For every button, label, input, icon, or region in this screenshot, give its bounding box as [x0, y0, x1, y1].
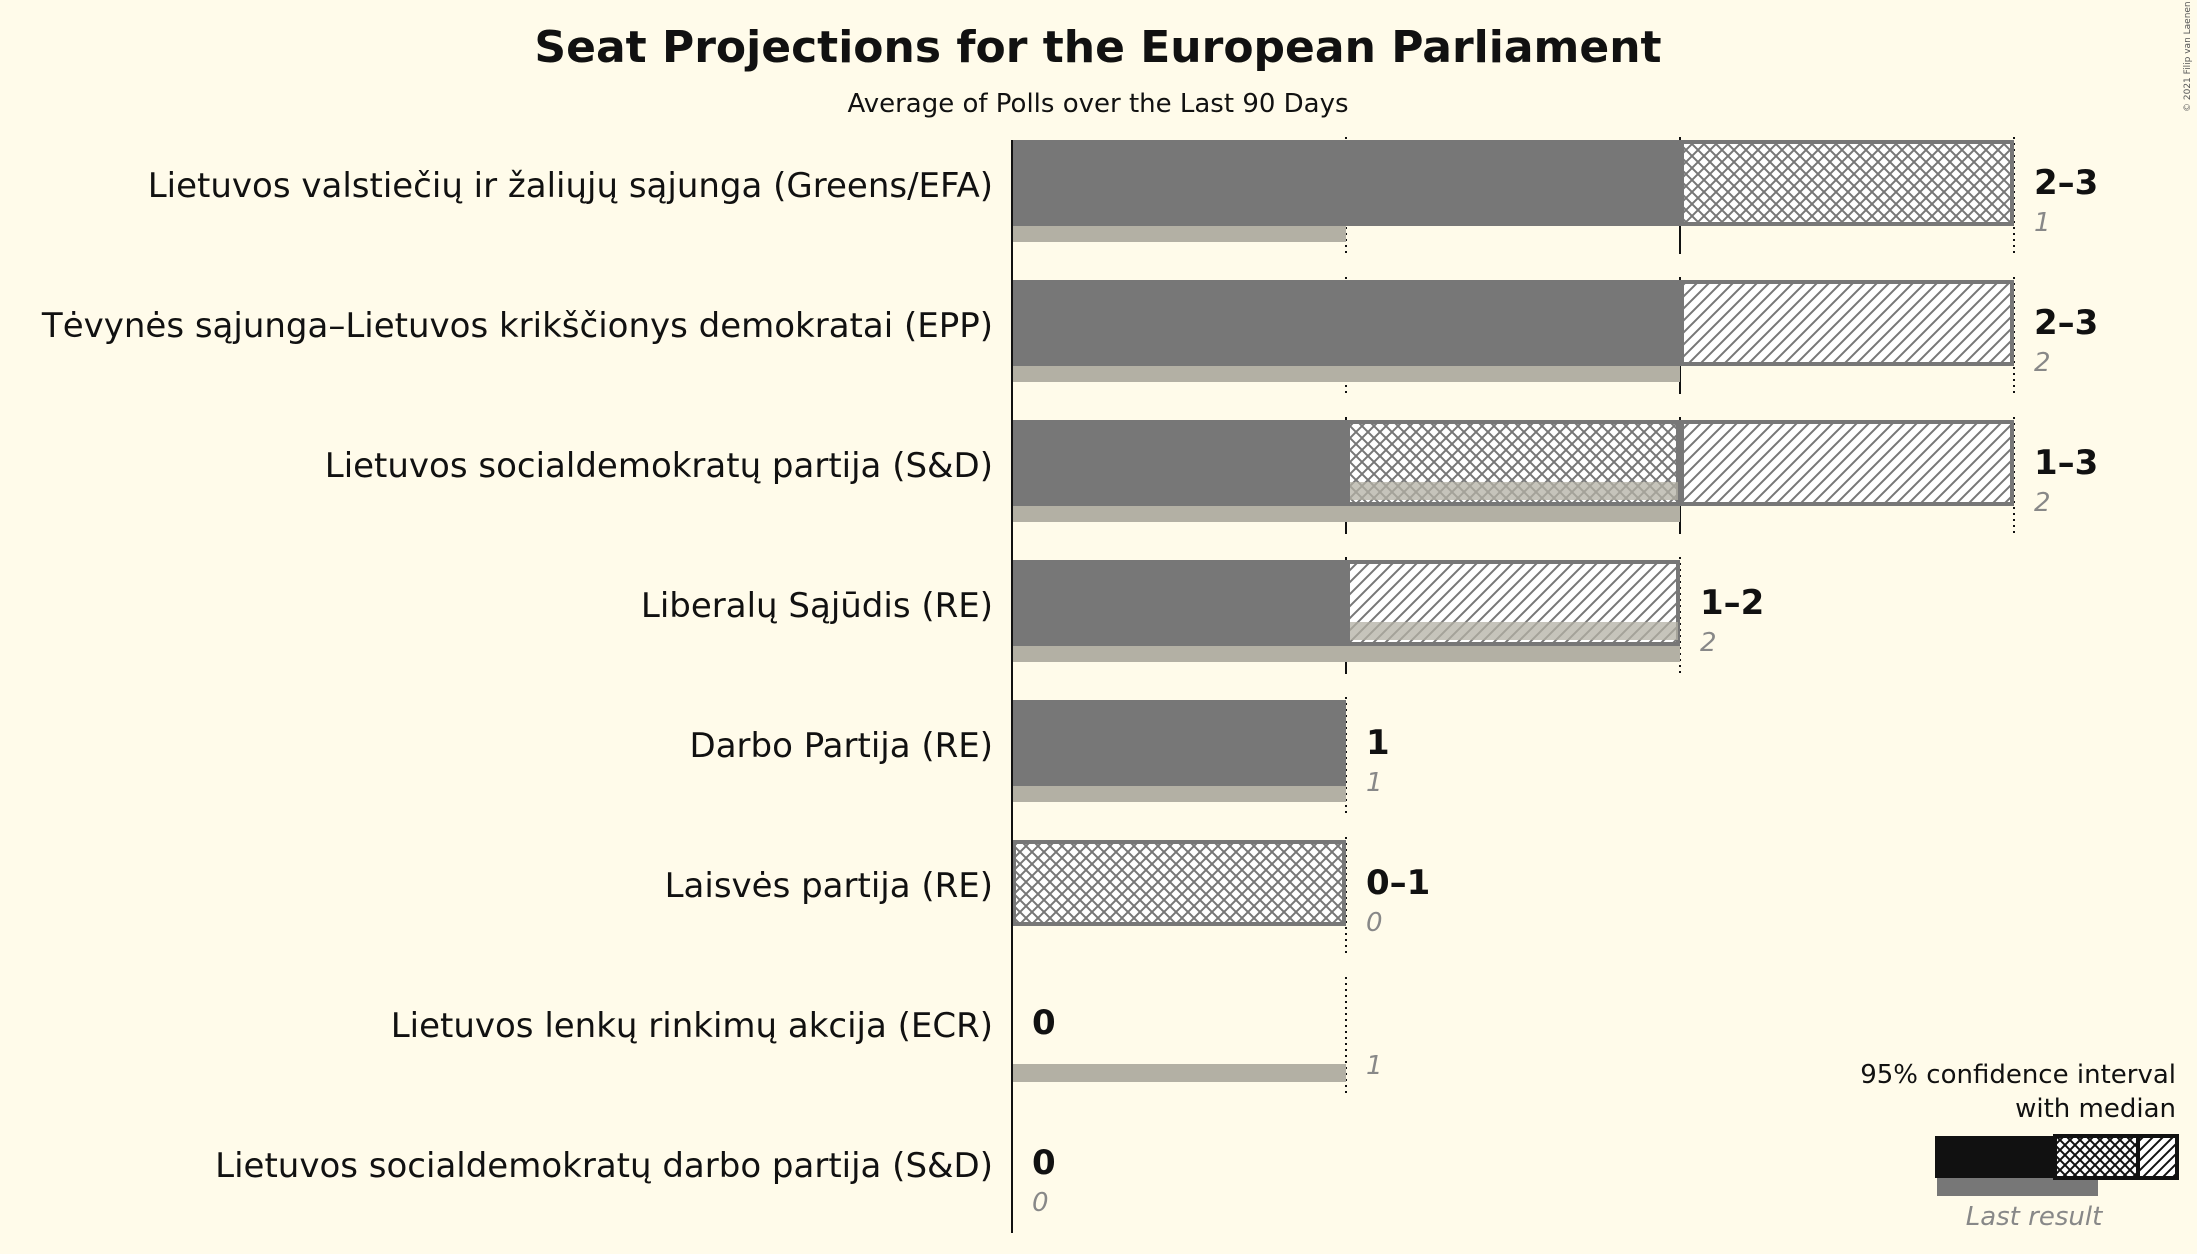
party-row: Tėvynės sąjunga–Lietuvos krikščionys dem…	[41, 280, 2098, 382]
legend-title-line2: with median	[2015, 1094, 2176, 1124]
last-result-label: 2	[2034, 488, 2051, 518]
seat-range-label: 2–3	[2034, 163, 2098, 203]
last-result-overlay	[1350, 622, 1678, 640]
last-result-label: 0	[1366, 908, 1383, 938]
last-result-label: 1	[1366, 1051, 1383, 1081]
copyright-notice: © 2021 Filip van Laenen	[2183, 1, 2193, 112]
ci-solid-bar	[1012, 280, 1680, 366]
legend-solid-bar	[1935, 1136, 2055, 1178]
ci-median-hatch	[1680, 140, 2014, 226]
party-row: Lietuvos lenkų rinkimų akcija (ECR) 0 1	[391, 1003, 1383, 1082]
legend-upper-hatch	[2136, 1134, 2179, 1180]
party-label: Lietuvos socialdemokratų darbo partija (…	[215, 1146, 993, 1186]
party-label: Laisvės partija (RE)	[665, 866, 993, 906]
ci-solid-bar	[1012, 560, 1346, 646]
last-result-label: 1	[1366, 768, 1383, 798]
last-result-bar	[1012, 224, 1346, 242]
legend-median-hatch	[2053, 1134, 2140, 1180]
chart-subtitle: Average of Polls over the Last 90 Days	[847, 89, 1348, 119]
ci-solid-bar	[1012, 700, 1346, 786]
party-label: Lietuvos valstiečių ir žaliųjų sąjunga (…	[148, 166, 993, 206]
seat-range-label: 0–1	[1366, 863, 1430, 903]
legend: 95% confidence interval with median Last…	[1860, 1060, 2179, 1232]
party-row: Laisvės partija (RE) 0–1 0	[665, 840, 1430, 938]
party-label: Tėvynės sąjunga–Lietuvos krikščionys dem…	[41, 306, 993, 346]
party-row: Lietuvos valstiečių ir žaliųjų sąjunga (…	[148, 140, 2098, 242]
seat-range-label: 0	[1032, 1143, 1056, 1183]
seat-range-label: 1–3	[2034, 443, 2098, 483]
ci-upper-hatch	[1680, 420, 2014, 506]
seat-range-label: 1	[1366, 723, 1390, 763]
party-row: Lietuvos socialdemokratų darbo partija (…	[215, 1143, 1056, 1218]
party-row: Lietuvos socialdemokratų partija (S&D) 1–…	[325, 420, 2098, 522]
last-result-overlay	[1350, 482, 1678, 500]
legend-last-result-label: Last result	[1966, 1202, 2103, 1232]
legend-title-line1: 95% confidence interval	[1860, 1060, 2176, 1090]
party-label: Lietuvos lenkų rinkimų akcija (ECR)	[391, 1006, 993, 1046]
chart-title: Seat Projections for the European Parlia…	[534, 22, 1661, 73]
seat-range-label: 2–3	[2034, 303, 2098, 343]
last-result-bar	[1012, 1064, 1346, 1082]
last-result-label: 1	[2034, 208, 2051, 238]
party-label: Lietuvos socialdemokratų partija (S&D)	[325, 446, 993, 486]
seat-range-label: 0	[1032, 1003, 1056, 1043]
party-label: Darbo Partija (RE)	[690, 726, 993, 766]
ci-solid-bar	[1012, 420, 1346, 506]
ci-median-hatch	[1012, 840, 1346, 926]
chart-rows: Lietuvos valstiečių ir žaliųjų sąjunga (…	[41, 140, 2098, 1218]
last-result-bar	[1012, 644, 1680, 662]
party-label: Liberalų Sąjūdis (RE)	[641, 586, 993, 626]
last-result-bar	[1012, 504, 1680, 522]
last-result-bar	[1012, 784, 1346, 802]
ci-solid-bar	[1012, 140, 1680, 226]
last-result-bar	[1012, 364, 1680, 382]
party-row: Darbo Partija (RE) 1 1	[690, 700, 1390, 802]
party-row: Liberalų Sąjūdis (RE) 1–2 2	[641, 560, 1764, 662]
ci-upper-hatch	[1680, 280, 2014, 366]
last-result-label: 2	[1700, 628, 1717, 658]
last-result-label: 0	[1032, 1188, 1049, 1218]
last-result-label: 2	[2034, 348, 2051, 378]
seat-range-label: 1–2	[1700, 583, 1764, 623]
